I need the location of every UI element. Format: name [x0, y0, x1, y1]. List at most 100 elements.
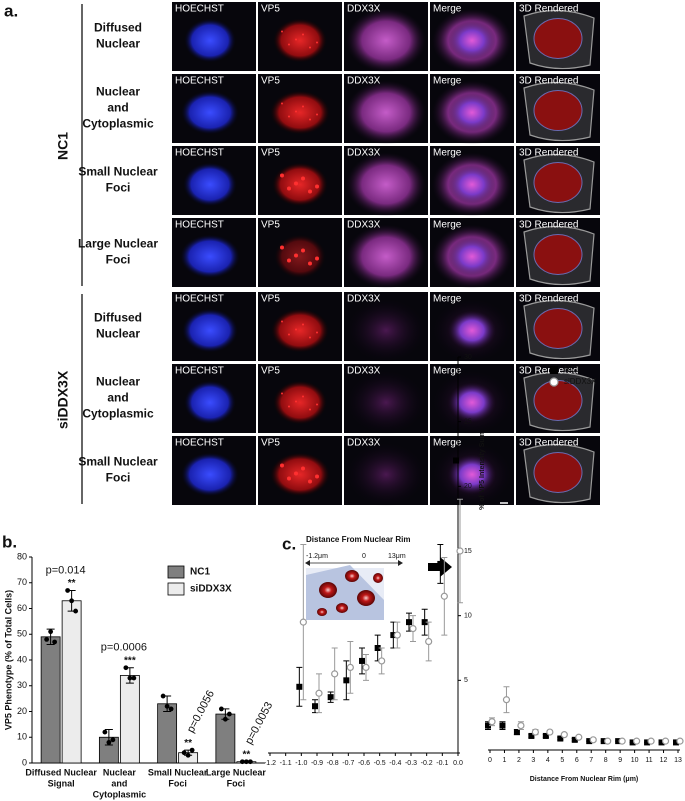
merge-nucleus [448, 382, 496, 423]
x-tick-label: 5 [560, 757, 564, 764]
merge-nucleus [448, 20, 496, 61]
cell-label: HOECHST [175, 438, 224, 449]
ddx3x-stain [346, 224, 426, 289]
render-nucleus [533, 308, 583, 349]
data-point [123, 665, 129, 671]
row-label: Foci [106, 181, 131, 195]
cell-label: DDX3X [347, 294, 381, 305]
cell-label: VP5 [261, 438, 280, 449]
legend-swatch [550, 366, 558, 374]
y-tick-label: 25 [464, 419, 472, 426]
data-point [456, 547, 464, 555]
render-nucleus [533, 452, 583, 493]
x-tick-label: -0.9 [311, 760, 323, 767]
data-point [571, 736, 578, 743]
inset-blob [319, 582, 337, 598]
y-tick-label: 0 [22, 757, 27, 767]
cell-label: HOECHST [175, 76, 224, 87]
row-label: Small Nuclear [78, 455, 158, 469]
vp5-focus [315, 184, 319, 189]
vp5-focus [295, 38, 297, 41]
legend-label: NC1 [564, 365, 581, 374]
significance-stars: ** [242, 749, 250, 760]
bar [40, 636, 61, 764]
vp5-stain [274, 234, 326, 279]
x-tick-label: 1 [503, 757, 507, 764]
vp5-stain [272, 162, 328, 207]
data-point [673, 739, 679, 746]
x-tick-label: -0.1 [436, 760, 448, 767]
data-point [409, 624, 417, 633]
ddx3x-stain [346, 152, 426, 217]
vp5-focus [287, 258, 291, 263]
cell-label: DDX3X [347, 220, 381, 231]
vp5-stain [270, 90, 330, 135]
data-point [69, 598, 75, 604]
row-label: and [107, 391, 128, 405]
significance-stars: ** [184, 738, 192, 749]
nucleus-stain [182, 308, 238, 353]
nucleus-stain [184, 18, 236, 63]
vp5-focus [316, 41, 318, 44]
data-point [502, 696, 511, 704]
y-tick-label: 30 [464, 354, 472, 361]
y-tick-label: 10 [17, 732, 27, 742]
bar [61, 600, 82, 764]
vp5-focus [288, 405, 290, 408]
x-tick-label: Signal [48, 778, 75, 788]
data-point [586, 738, 593, 745]
y-tick-label: 15 [464, 548, 472, 555]
data-point [390, 632, 397, 639]
data-point [296, 683, 303, 690]
legend-label: NC1 [190, 567, 210, 578]
y-tick-label: 40 [17, 654, 27, 664]
vp5-focus [301, 248, 305, 253]
vp5-focus [315, 256, 319, 261]
row-label: Cytoplasmic [82, 117, 154, 131]
panel-a: a. NC1 Diffused Nuclear HOECHST VP5 DDX3X Merg… [4, 1, 600, 507]
data-point [633, 737, 641, 745]
data-point [218, 706, 224, 712]
data-point [315, 689, 323, 697]
x-tick-label: 11 [645, 757, 652, 764]
y-tick-label: 20 [17, 706, 27, 716]
vp5-focus [294, 253, 298, 258]
cell-label: 3D Rendered [519, 294, 578, 305]
inset-blob [345, 570, 359, 582]
y-axis-title: VP5 Phenotype (% of Total Cells) [3, 590, 13, 730]
cell-label: VP5 [261, 294, 280, 305]
legend-swatch [549, 377, 559, 387]
vp5-focus [280, 173, 284, 178]
bar [157, 703, 178, 764]
data-point [110, 737, 116, 743]
merge-nucleus [448, 92, 496, 133]
x-tick-label: Large Nuclear [206, 767, 267, 777]
row-label: Foci [106, 253, 131, 267]
x-tick-label: 10 [631, 757, 639, 764]
x-tick-label: Cytoplasmic [93, 789, 147, 799]
vp5-focus [281, 102, 283, 105]
x-tick-label: and [111, 778, 127, 788]
cell-label: Merge [433, 366, 462, 377]
row-label: Nuclear [96, 375, 140, 389]
y-tick-label: 60 [17, 603, 27, 613]
data-point [127, 675, 133, 681]
cell-label: VP5 [261, 148, 280, 159]
data-point [600, 738, 607, 745]
y-tick-label: 5 [464, 677, 468, 684]
data-point [393, 631, 401, 639]
x-tick-label: 12 [660, 757, 668, 764]
row-label: Nuclear [96, 85, 140, 99]
data-point [499, 722, 506, 729]
p-value: p=0.014 [46, 564, 86, 576]
cell-label: DDX3X [347, 366, 381, 377]
x-tick-label: 8 [604, 757, 608, 764]
ddx3x-stain [346, 298, 426, 363]
vp5-focus [295, 328, 297, 331]
data-point [346, 663, 354, 672]
inset-blob [357, 590, 375, 606]
vp5-focus [294, 181, 298, 186]
group-label: siDDX3X [55, 370, 71, 429]
significance-stars: *** [124, 655, 136, 666]
